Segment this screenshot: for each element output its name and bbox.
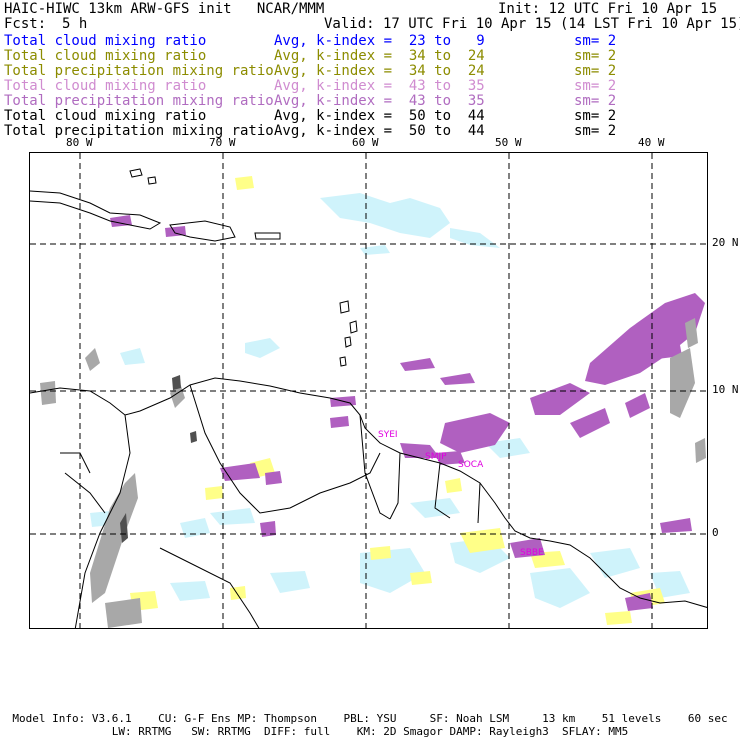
model-info-line2: LW: RRTMG SW: RRTMG DIFF: full KM: 2D Sm… <box>111 725 629 738</box>
station-label: SMJP <box>425 452 447 462</box>
legend-field: Total precipitation mixing ratio <box>4 123 274 139</box>
cloud-layer-heavy <box>40 318 706 628</box>
legend-sm: sm= 2 <box>574 63 617 79</box>
longitude-label: 40 W <box>638 136 665 149</box>
legend-sm: sm= 2 <box>574 108 617 124</box>
station-label: SBBE <box>520 548 544 558</box>
longitude-label: 60 W <box>352 136 379 149</box>
legend-field: Total cloud mixing ratio <box>4 33 207 49</box>
plot-title: HAIC-HIWC 13km ARW-GFS init NCAR/MMM <box>4 1 325 17</box>
forecast-label: Fcst: <box>4 16 47 32</box>
latitude-label: 20 N <box>712 236 739 249</box>
latitude-label: 10 N <box>712 383 739 396</box>
map-panel: SYEI SMJP SOCA SBBE <box>29 152 708 629</box>
station-markers: SYEI SMJP SOCA SBBE <box>378 430 544 558</box>
legend-sm: sm= 2 <box>574 123 617 139</box>
legend-avg: Avg, k-index = 50 to 44 <box>274 108 485 124</box>
cloud-layer-intense <box>120 375 197 543</box>
map-svg: SYEI SMJP SOCA SBBE <box>30 153 707 628</box>
legend-field: Total precipitation mixing ratio <box>4 63 274 79</box>
legend-sm: sm= 2 <box>574 33 617 49</box>
legend-sm: sm= 2 <box>574 48 617 64</box>
legend-avg: Avg, k-index = 50 to 44 <box>274 123 485 139</box>
legend-sm: sm= 2 <box>574 78 617 94</box>
init-time: Init: 12 UTC Fri 10 Apr 15 <box>498 1 718 17</box>
legend-avg: Avg, k-index = 43 to 35 <box>274 93 485 109</box>
legend-avg: Avg, k-index = 34 to 24 <box>274 48 485 64</box>
station-label: SYEI <box>378 430 398 440</box>
longitude-label: 80 W <box>66 136 93 149</box>
legend-field: Total cloud mixing ratio <box>4 48 207 64</box>
coastlines <box>30 168 707 628</box>
legend-field: Total cloud mixing ratio <box>4 108 207 124</box>
legend-avg: Avg, k-index = 23 to 9 <box>274 33 485 49</box>
legend-sm: sm= 2 <box>574 93 617 109</box>
forecast-hour: 5 h <box>62 16 88 32</box>
latitude-label: 0 <box>712 526 719 539</box>
legend-avg: Avg, k-index = 43 to 35 <box>274 78 485 94</box>
longitude-label: 50 W <box>495 136 522 149</box>
legend-avg: Avg, k-index = 34 to 24 <box>274 63 485 79</box>
station-label: SOCA <box>458 460 484 470</box>
legend-field: Total precipitation mixing ratio <box>4 93 274 109</box>
model-info-line1: Model Info: V3.6.1 CU: G-F Ens MP: Thomp… <box>12 712 728 725</box>
longitude-label: 70 W <box>209 136 236 149</box>
lat-lon-grid <box>30 153 707 628</box>
valid-time: Valid: 17 UTC Fri 10 Apr 15 (14 LST Fri … <box>324 16 740 32</box>
legend-field: Total cloud mixing ratio <box>4 78 207 94</box>
